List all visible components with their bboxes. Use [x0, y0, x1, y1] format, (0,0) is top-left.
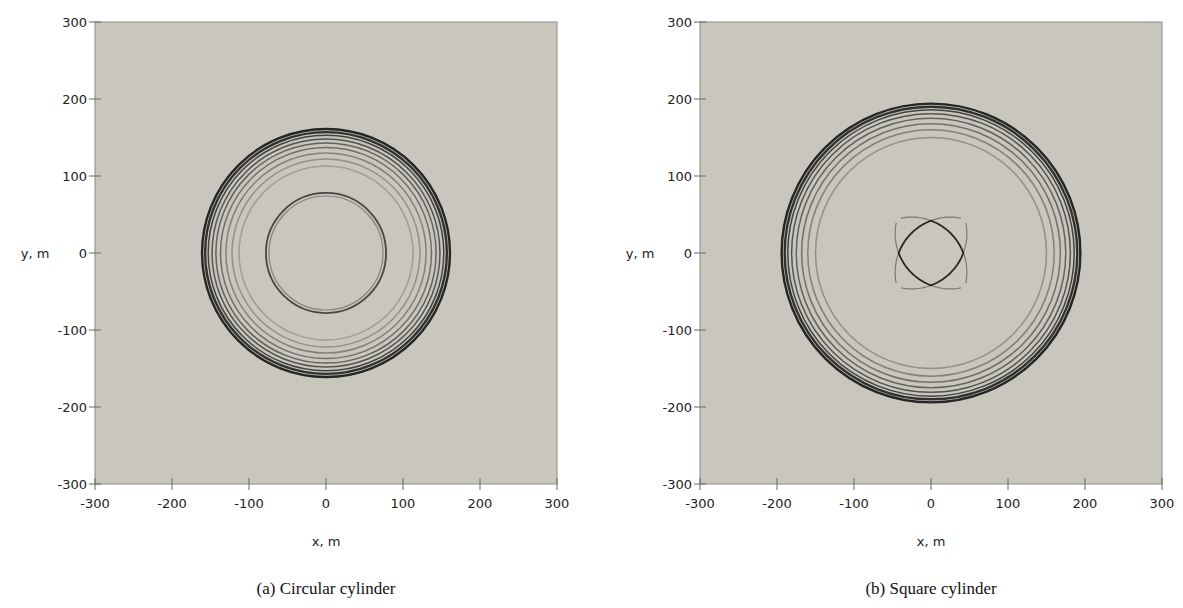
outer-front [202, 129, 450, 377]
x-tick-label: -300 [685, 496, 715, 511]
y-tick [89, 253, 101, 254]
y-tick [89, 99, 101, 100]
outer-front [239, 166, 413, 340]
x-tick-label: 0 [927, 496, 935, 511]
panel: -300 -200 -100 0 100 200 300 -300 -200 -100 0 100 20… [21, 15, 570, 599]
x-tick [249, 478, 250, 490]
y-tick [694, 99, 706, 100]
inner-front-extension [895, 223, 961, 289]
y-tick [694, 330, 706, 331]
outer-front [796, 118, 1066, 388]
y-tick [694, 22, 706, 23]
y-tick [89, 484, 101, 485]
inner-front [931, 221, 963, 253]
x-tick-label: 100 [391, 496, 416, 511]
outer-front [221, 148, 432, 359]
panel-caption: (a) Circular cylinder [257, 579, 396, 598]
y-tick-label: 300 [667, 15, 692, 30]
x-tick [1162, 478, 1163, 490]
outer-front [216, 143, 436, 363]
panel: -300 -200 -100 0 100 200 300 -300 -200 -100 0 100 20… [626, 15, 1175, 599]
outer-front [782, 104, 1081, 403]
x-tick [326, 478, 327, 490]
x-tick-label: 100 [996, 496, 1021, 511]
x-tick [777, 478, 778, 490]
x-axis-title: x, m [312, 534, 341, 549]
x-tick [480, 478, 481, 490]
y-tick-label: -200 [662, 400, 692, 415]
outer-front [788, 110, 1074, 396]
x-tick-label: 200 [1073, 496, 1098, 511]
y-tick-label: 200 [62, 92, 87, 107]
inner-front [899, 253, 931, 285]
y-tick-label: 0 [684, 246, 692, 261]
inner-front [269, 196, 383, 310]
x-tick [1085, 478, 1086, 490]
y-tick [694, 253, 706, 254]
x-tick [1008, 478, 1009, 490]
y-tick-label: -300 [662, 477, 692, 492]
y-tick-label: 0 [79, 246, 87, 261]
field-background [700, 22, 1162, 484]
x-tick-label: -300 [80, 496, 110, 511]
y-tick [89, 176, 101, 177]
y-tick [694, 407, 706, 408]
field-background [95, 22, 557, 484]
outer-front [808, 130, 1054, 376]
x-tick-label: 300 [1150, 496, 1175, 511]
y-tick-label: 200 [667, 92, 692, 107]
wave-fronts [202, 129, 450, 377]
y-tick [89, 330, 101, 331]
figure: -300 -200 -100 0 100 200 300 -300 -200 -100 0 100 20… [0, 0, 1183, 608]
y-tick-label: -100 [662, 323, 692, 338]
y-tick-label: -300 [57, 477, 87, 492]
y-axis-title: y, m [21, 246, 50, 261]
x-tick-label: -200 [762, 496, 792, 511]
y-tick [694, 484, 706, 485]
outer-front [792, 114, 1071, 393]
x-axis-title: x, m [917, 534, 946, 549]
outer-front [232, 159, 420, 347]
y-tick [89, 22, 101, 23]
y-tick-label: 300 [62, 15, 87, 30]
outer-front [208, 135, 444, 371]
x-tick [854, 478, 855, 490]
y-tick-label: 100 [62, 169, 87, 184]
inner-front-extension [901, 223, 967, 289]
x-tick [403, 478, 404, 490]
y-tick [89, 407, 101, 408]
plot-frame [700, 22, 1162, 484]
x-tick-label: -100 [234, 496, 264, 511]
y-axis-title: y, m [626, 246, 655, 261]
outer-front [212, 139, 440, 367]
panel-caption: (b) Square cylinder [865, 579, 997, 598]
inner-front [266, 193, 386, 313]
y-tick-label: -200 [57, 400, 87, 415]
wave-fronts [782, 104, 1081, 403]
x-tick-label: -200 [157, 496, 187, 511]
outer-front [226, 153, 426, 353]
x-tick-label: -100 [839, 496, 869, 511]
y-tick [694, 176, 706, 177]
inner-front [899, 221, 931, 253]
y-tick-label: -100 [57, 323, 87, 338]
x-tick [931, 478, 932, 490]
inner-front [931, 253, 963, 285]
plot-frame [95, 22, 557, 484]
outer-front [785, 107, 1078, 400]
x-tick [557, 478, 558, 490]
outer-front [802, 124, 1061, 383]
y-tick-label: 100 [667, 169, 692, 184]
x-tick-label: 200 [468, 496, 493, 511]
x-tick-label: 300 [545, 496, 570, 511]
outer-front [205, 132, 447, 374]
outer-front [816, 138, 1047, 369]
x-tick-label: 0 [322, 496, 330, 511]
x-tick [172, 478, 173, 490]
